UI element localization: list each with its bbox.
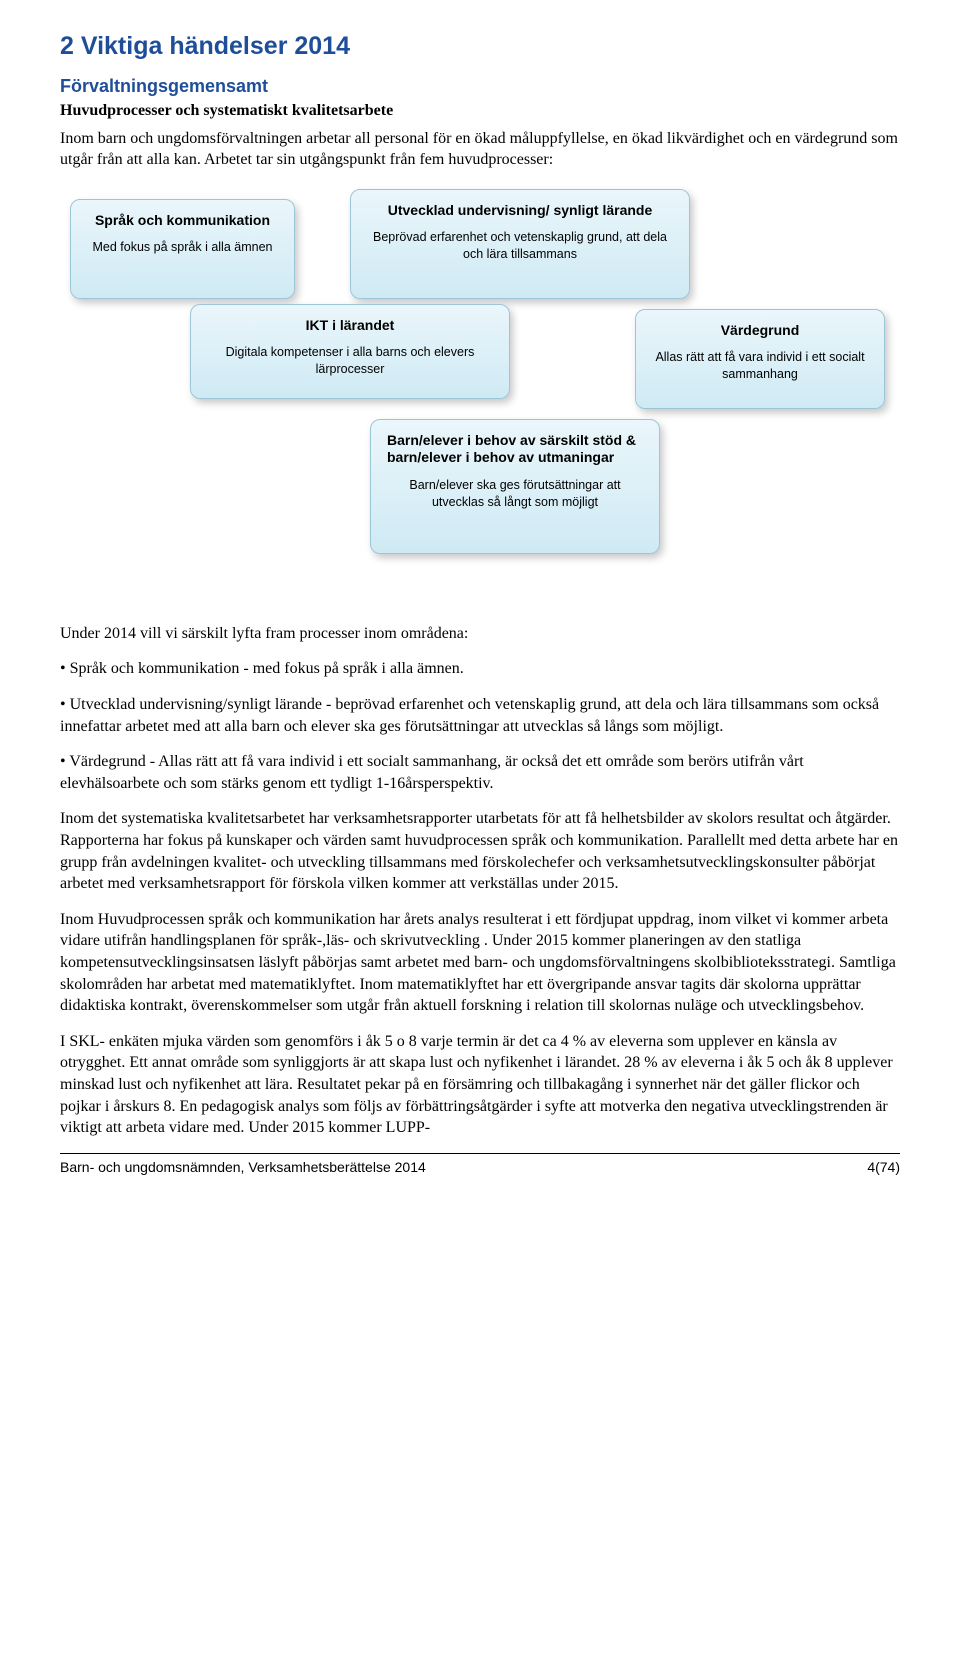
card-body: Beprövad erfarenhet och vetenskaplig gru… [367, 229, 673, 263]
body-paragraph: Inom Huvudprocessen språk och kommunikat… [60, 909, 900, 1017]
card-body: Barn/elever ska ges förutsättningar att … [387, 477, 643, 511]
card-title: Barn/elever i behov av särskilt stöd & b… [387, 432, 643, 467]
footer-left: Barn- och ungdomsnämnden, Verksamhetsber… [60, 1158, 426, 1177]
process-diagram: Språk och kommunikation Med fokus på spr… [70, 189, 890, 599]
card-vardegrund: Värdegrund Allas rätt att få vara indivi… [635, 309, 885, 409]
card-title: Värdegrund [652, 322, 868, 340]
card-title: Utvecklad undervisning/ synligt lärande [367, 202, 673, 220]
card-utvecklad-undervisning: Utvecklad undervisning/ synligt lärande … [350, 189, 690, 299]
bold-subtitle: Huvudprocesser och systematiskt kvalitet… [60, 100, 900, 122]
card-sprak-kommunikation: Språk och kommunikation Med fokus på spr… [70, 199, 295, 299]
card-body: Allas rätt att få vara individ i ett soc… [652, 349, 868, 383]
footer-rule [60, 1153, 900, 1154]
card-barn-elever-stod: Barn/elever i behov av särskilt stöd & b… [370, 419, 660, 554]
card-body: Digitala kompetenser i alla barns och el… [207, 344, 493, 378]
bullet-item: • Utvecklad undervisning/synligt lärande… [60, 694, 900, 737]
card-title: Språk och kommunikation [87, 212, 278, 230]
page-heading: 2 Viktiga händelser 2014 [60, 30, 900, 64]
section-subheading: Förvaltningsgemensamt [60, 74, 900, 98]
bullet-item: • Värdegrund - Allas rätt att få vara in… [60, 751, 900, 794]
card-ikt-larandet: IKT i lärandet Digitala kompetenser i al… [190, 304, 510, 399]
lead-paragraph: Under 2014 vill vi särskilt lyfta fram p… [60, 623, 900, 645]
card-title: IKT i lärandet [207, 317, 493, 335]
intro-paragraph: Inom barn och ungdomsförvaltningen arbet… [60, 128, 900, 171]
page-footer: Barn- och ungdomsnämnden, Verksamhetsber… [60, 1158, 900, 1177]
body-paragraph: Inom det systematiska kvalitetsarbetet h… [60, 808, 900, 894]
bullet-item: • Språk och kommunikation - med fokus på… [60, 658, 900, 680]
card-body: Med fokus på språk i alla ämnen [87, 239, 278, 256]
footer-right: 4(74) [867, 1158, 900, 1177]
body-paragraph: I SKL- enkäten mjuka värden som genomför… [60, 1031, 900, 1139]
